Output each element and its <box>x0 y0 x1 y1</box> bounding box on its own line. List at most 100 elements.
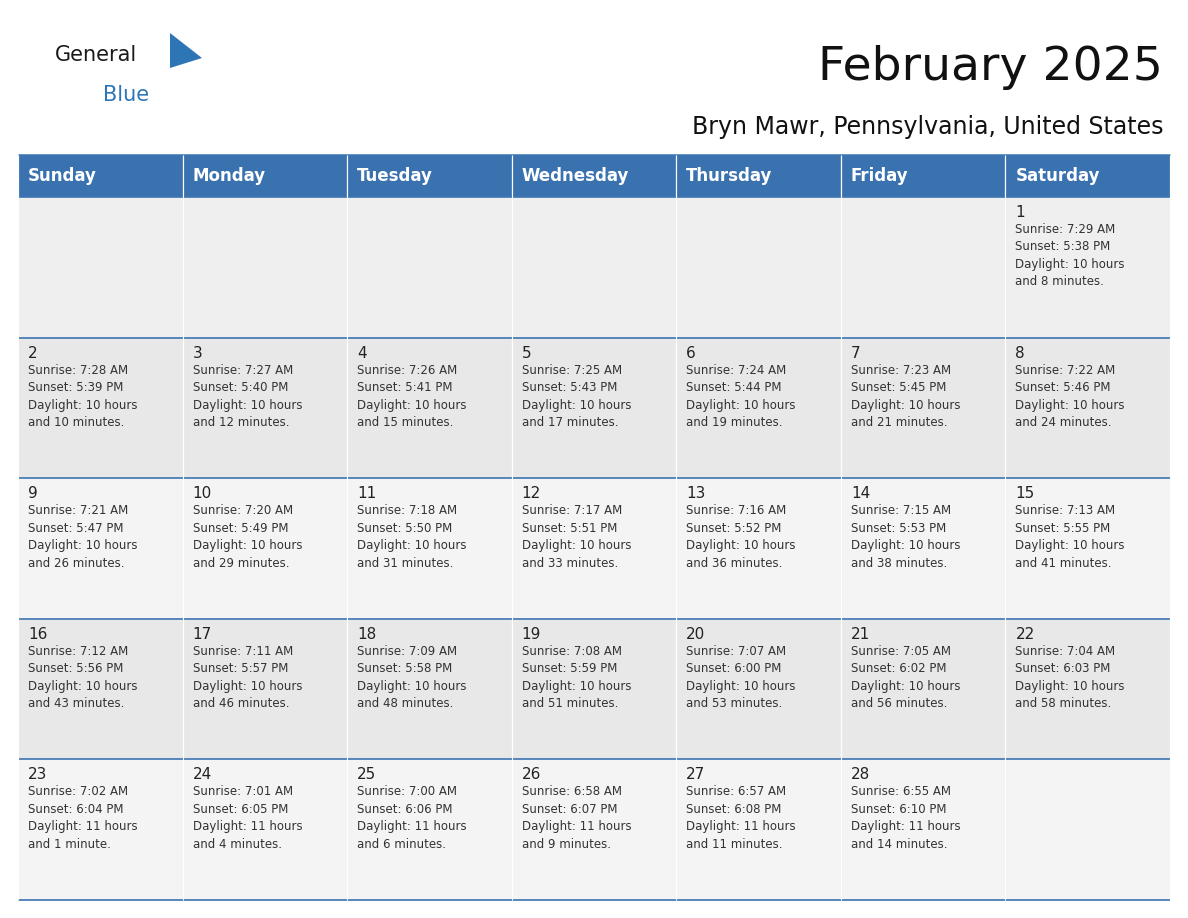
Bar <box>1005 478 1170 619</box>
Bar <box>512 197 676 338</box>
Text: Sunrise: 7:16 AM
Sunset: 5:52 PM
Daylight: 10 hours
and 36 minutes.: Sunrise: 7:16 AM Sunset: 5:52 PM Dayligh… <box>687 504 796 570</box>
Bar <box>347 478 512 619</box>
Text: Sunrise: 7:26 AM
Sunset: 5:41 PM
Daylight: 10 hours
and 15 minutes.: Sunrise: 7:26 AM Sunset: 5:41 PM Dayligh… <box>358 364 467 429</box>
Text: 24: 24 <box>192 767 211 782</box>
Text: Sunrise: 7:05 AM
Sunset: 6:02 PM
Daylight: 10 hours
and 56 minutes.: Sunrise: 7:05 AM Sunset: 6:02 PM Dayligh… <box>851 644 960 711</box>
Bar <box>1005 155 1170 197</box>
Text: Bryn Mawr, Pennsylvania, United States: Bryn Mawr, Pennsylvania, United States <box>691 115 1163 139</box>
Text: 16: 16 <box>29 627 48 642</box>
Text: Sunrise: 7:23 AM
Sunset: 5:45 PM
Daylight: 10 hours
and 21 minutes.: Sunrise: 7:23 AM Sunset: 5:45 PM Dayligh… <box>851 364 960 429</box>
Text: Sunrise: 7:11 AM
Sunset: 5:57 PM
Daylight: 10 hours
and 46 minutes.: Sunrise: 7:11 AM Sunset: 5:57 PM Dayligh… <box>192 644 302 711</box>
Text: Sunrise: 7:28 AM
Sunset: 5:39 PM
Daylight: 10 hours
and 10 minutes.: Sunrise: 7:28 AM Sunset: 5:39 PM Dayligh… <box>29 364 138 429</box>
Text: Sunrise: 7:24 AM
Sunset: 5:44 PM
Daylight: 10 hours
and 19 minutes.: Sunrise: 7:24 AM Sunset: 5:44 PM Dayligh… <box>687 364 796 429</box>
Bar <box>183 478 347 619</box>
Text: Sunrise: 6:57 AM
Sunset: 6:08 PM
Daylight: 11 hours
and 11 minutes.: Sunrise: 6:57 AM Sunset: 6:08 PM Dayligh… <box>687 786 796 851</box>
Text: 6: 6 <box>687 345 696 361</box>
Text: Sunrise: 7:20 AM
Sunset: 5:49 PM
Daylight: 10 hours
and 29 minutes.: Sunrise: 7:20 AM Sunset: 5:49 PM Dayligh… <box>192 504 302 570</box>
Text: 9: 9 <box>29 487 38 501</box>
Text: Blue: Blue <box>103 85 150 105</box>
Bar <box>183 759 347 900</box>
Text: Sunrise: 7:17 AM
Sunset: 5:51 PM
Daylight: 10 hours
and 33 minutes.: Sunrise: 7:17 AM Sunset: 5:51 PM Dayligh… <box>522 504 631 570</box>
Text: Sunrise: 7:29 AM
Sunset: 5:38 PM
Daylight: 10 hours
and 8 minutes.: Sunrise: 7:29 AM Sunset: 5:38 PM Dayligh… <box>1016 223 1125 288</box>
Text: Sunrise: 6:55 AM
Sunset: 6:10 PM
Daylight: 11 hours
and 14 minutes.: Sunrise: 6:55 AM Sunset: 6:10 PM Dayligh… <box>851 786 960 851</box>
Bar <box>183 197 347 338</box>
Bar <box>841 338 1005 478</box>
Bar <box>18 155 183 197</box>
Text: Monday: Monday <box>192 167 266 185</box>
Text: 2: 2 <box>29 345 38 361</box>
Text: 1: 1 <box>1016 205 1025 220</box>
Text: 27: 27 <box>687 767 706 782</box>
Text: 25: 25 <box>358 767 377 782</box>
Bar <box>841 478 1005 619</box>
Text: Sunrise: 7:04 AM
Sunset: 6:03 PM
Daylight: 10 hours
and 58 minutes.: Sunrise: 7:04 AM Sunset: 6:03 PM Dayligh… <box>1016 644 1125 711</box>
Text: Wednesday: Wednesday <box>522 167 628 185</box>
Bar <box>347 197 512 338</box>
Text: Sunrise: 6:58 AM
Sunset: 6:07 PM
Daylight: 11 hours
and 9 minutes.: Sunrise: 6:58 AM Sunset: 6:07 PM Dayligh… <box>522 786 631 851</box>
Text: 3: 3 <box>192 345 202 361</box>
Bar <box>18 197 183 338</box>
Text: 21: 21 <box>851 627 870 642</box>
Text: 18: 18 <box>358 627 377 642</box>
Bar <box>18 338 183 478</box>
Text: Tuesday: Tuesday <box>358 167 432 185</box>
Text: 4: 4 <box>358 345 367 361</box>
Bar <box>676 478 841 619</box>
Text: Sunrise: 7:02 AM
Sunset: 6:04 PM
Daylight: 11 hours
and 1 minute.: Sunrise: 7:02 AM Sunset: 6:04 PM Dayligh… <box>29 786 138 851</box>
Text: Sunrise: 7:21 AM
Sunset: 5:47 PM
Daylight: 10 hours
and 26 minutes.: Sunrise: 7:21 AM Sunset: 5:47 PM Dayligh… <box>29 504 138 570</box>
Text: 13: 13 <box>687 487 706 501</box>
Text: Sunrise: 7:15 AM
Sunset: 5:53 PM
Daylight: 10 hours
and 38 minutes.: Sunrise: 7:15 AM Sunset: 5:53 PM Dayligh… <box>851 504 960 570</box>
Text: Sunrise: 7:27 AM
Sunset: 5:40 PM
Daylight: 10 hours
and 12 minutes.: Sunrise: 7:27 AM Sunset: 5:40 PM Dayligh… <box>192 364 302 429</box>
Text: 26: 26 <box>522 767 541 782</box>
Bar <box>1005 338 1170 478</box>
Text: 8: 8 <box>1016 345 1025 361</box>
Bar <box>347 759 512 900</box>
Text: 22: 22 <box>1016 627 1035 642</box>
Bar <box>183 338 347 478</box>
Text: Sunrise: 7:25 AM
Sunset: 5:43 PM
Daylight: 10 hours
and 17 minutes.: Sunrise: 7:25 AM Sunset: 5:43 PM Dayligh… <box>522 364 631 429</box>
Text: Saturday: Saturday <box>1016 167 1100 185</box>
Text: 15: 15 <box>1016 487 1035 501</box>
Bar <box>512 155 676 197</box>
Text: Sunrise: 7:13 AM
Sunset: 5:55 PM
Daylight: 10 hours
and 41 minutes.: Sunrise: 7:13 AM Sunset: 5:55 PM Dayligh… <box>1016 504 1125 570</box>
Text: Sunrise: 7:18 AM
Sunset: 5:50 PM
Daylight: 10 hours
and 31 minutes.: Sunrise: 7:18 AM Sunset: 5:50 PM Dayligh… <box>358 504 467 570</box>
Text: 11: 11 <box>358 487 377 501</box>
Bar <box>512 619 676 759</box>
Bar <box>183 619 347 759</box>
Text: Friday: Friday <box>851 167 909 185</box>
Text: 14: 14 <box>851 487 870 501</box>
Bar <box>183 155 347 197</box>
Bar <box>676 338 841 478</box>
Text: 17: 17 <box>192 627 211 642</box>
Text: 19: 19 <box>522 627 541 642</box>
Text: Thursday: Thursday <box>687 167 772 185</box>
Text: 23: 23 <box>29 767 48 782</box>
Bar <box>18 619 183 759</box>
Text: Sunrise: 7:22 AM
Sunset: 5:46 PM
Daylight: 10 hours
and 24 minutes.: Sunrise: 7:22 AM Sunset: 5:46 PM Dayligh… <box>1016 364 1125 429</box>
Text: Sunrise: 7:00 AM
Sunset: 6:06 PM
Daylight: 11 hours
and 6 minutes.: Sunrise: 7:00 AM Sunset: 6:06 PM Dayligh… <box>358 786 467 851</box>
Bar <box>347 155 512 197</box>
Text: Sunrise: 7:08 AM
Sunset: 5:59 PM
Daylight: 10 hours
and 51 minutes.: Sunrise: 7:08 AM Sunset: 5:59 PM Dayligh… <box>522 644 631 711</box>
Bar <box>841 759 1005 900</box>
Text: February 2025: February 2025 <box>819 45 1163 90</box>
Bar <box>841 197 1005 338</box>
Bar <box>512 478 676 619</box>
Bar <box>18 759 183 900</box>
Text: 12: 12 <box>522 487 541 501</box>
Text: Sunrise: 7:01 AM
Sunset: 6:05 PM
Daylight: 11 hours
and 4 minutes.: Sunrise: 7:01 AM Sunset: 6:05 PM Dayligh… <box>192 786 302 851</box>
Bar <box>676 197 841 338</box>
Text: 28: 28 <box>851 767 870 782</box>
Bar <box>347 619 512 759</box>
Bar <box>676 759 841 900</box>
Bar <box>1005 197 1170 338</box>
Text: Sunrise: 7:09 AM
Sunset: 5:58 PM
Daylight: 10 hours
and 48 minutes.: Sunrise: 7:09 AM Sunset: 5:58 PM Dayligh… <box>358 644 467 711</box>
Polygon shape <box>170 33 202 68</box>
Bar <box>18 478 183 619</box>
Text: 7: 7 <box>851 345 860 361</box>
Bar <box>347 338 512 478</box>
Text: General: General <box>55 45 138 65</box>
Bar <box>841 619 1005 759</box>
Text: Sunrise: 7:12 AM
Sunset: 5:56 PM
Daylight: 10 hours
and 43 minutes.: Sunrise: 7:12 AM Sunset: 5:56 PM Dayligh… <box>29 644 138 711</box>
Bar <box>841 155 1005 197</box>
Bar <box>512 338 676 478</box>
